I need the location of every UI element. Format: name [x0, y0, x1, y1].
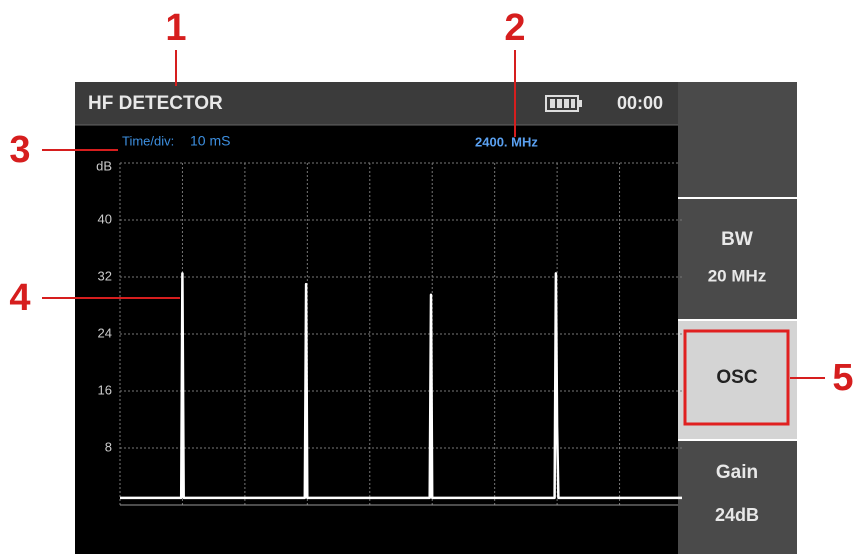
highlight-box [683, 329, 790, 426]
callout-lines [42, 50, 825, 379]
signal-trace [120, 272, 682, 500]
y-tick-label: 16 [98, 382, 112, 397]
button-value: 20 MHz [708, 266, 767, 285]
time-div-value: 10 mS [190, 133, 230, 149]
callout-number: 1 [165, 7, 186, 49]
frequency: 2400. MHz [475, 134, 538, 149]
y-tick-label: 8 [105, 439, 112, 454]
side-button-osc[interactable] [678, 321, 797, 439]
header-title: HF DETECTOR [88, 93, 223, 114]
callout-number: 2 [504, 7, 525, 49]
side-button-bw[interactable] [678, 199, 797, 319]
side-button-blank[interactable] [678, 82, 797, 197]
screen [75, 82, 678, 554]
time-div-label: Time/div: [122, 133, 174, 148]
callout-number: 5 [832, 357, 853, 399]
callout-number: 4 [9, 277, 30, 319]
side-button-gain[interactable] [678, 441, 797, 554]
button-label: OSC [716, 367, 757, 388]
battery-icon [545, 95, 582, 112]
y-axis-label: dB [96, 158, 112, 173]
y-tick-label: 32 [98, 268, 112, 283]
y-tick-label: 40 [98, 211, 112, 226]
button-label: BW [721, 229, 753, 250]
callout-number: 3 [9, 129, 30, 171]
y-tick-label: 24 [98, 325, 112, 340]
clock: 00:00 [617, 93, 663, 113]
button-value: 24dB [715, 505, 759, 525]
button-label: Gain [716, 462, 758, 483]
